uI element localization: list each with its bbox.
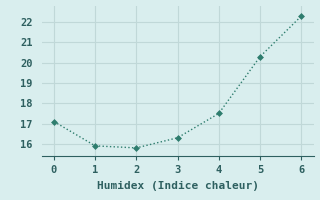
X-axis label: Humidex (Indice chaleur): Humidex (Indice chaleur) [97, 181, 259, 191]
